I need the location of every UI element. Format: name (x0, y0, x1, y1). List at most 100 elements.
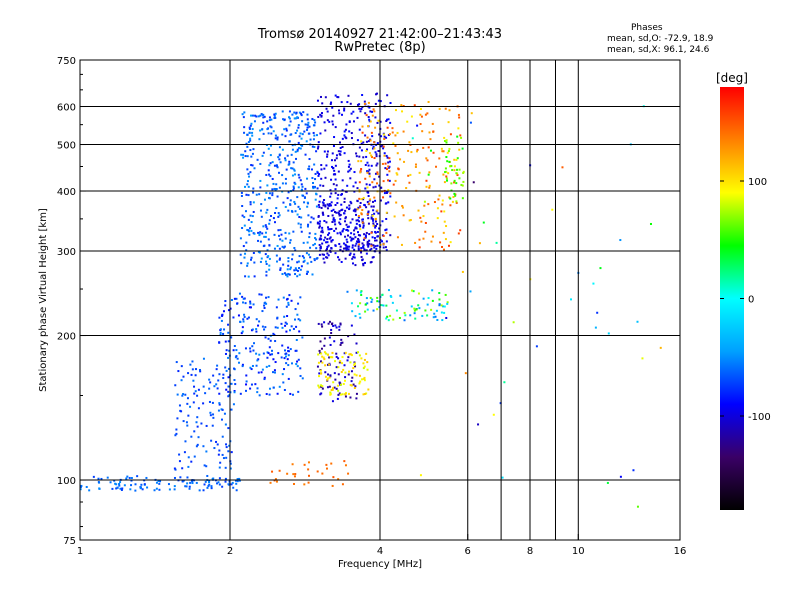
data-point (362, 141, 365, 144)
data-point (244, 302, 247, 305)
data-point (294, 267, 297, 270)
data-point (246, 180, 249, 183)
data-point (340, 370, 343, 373)
data-point (116, 486, 119, 489)
data-point (340, 101, 343, 104)
data-point (383, 137, 386, 140)
data-point (326, 110, 329, 113)
data-point (364, 235, 367, 238)
data-point (286, 197, 289, 200)
data-point (289, 392, 292, 395)
data-point (158, 488, 161, 491)
data-point (298, 255, 301, 258)
data-point (297, 205, 300, 208)
data-point (294, 210, 297, 213)
data-point (211, 424, 214, 427)
data-point (354, 315, 357, 318)
data-point (241, 214, 244, 217)
data-point (374, 218, 377, 221)
data-point (322, 356, 325, 359)
data-point (383, 135, 386, 138)
data-point (276, 244, 279, 247)
data-point (339, 343, 342, 346)
data-point (185, 421, 188, 424)
data-point (242, 301, 245, 304)
data-point (206, 474, 209, 477)
data-point (419, 113, 422, 116)
data-point (309, 221, 312, 224)
data-point (314, 237, 317, 240)
data-point (304, 187, 307, 190)
data-point (334, 188, 337, 191)
data-point (342, 368, 345, 371)
data-point (295, 363, 298, 366)
data-point (353, 253, 356, 256)
data-point (400, 104, 403, 107)
data-point (359, 201, 362, 204)
data-point (235, 482, 238, 485)
data-point (268, 393, 271, 396)
data-point (339, 393, 342, 396)
data-point (272, 130, 275, 133)
data-point (271, 349, 274, 352)
data-point (594, 326, 597, 329)
data-point (344, 136, 347, 139)
data-point (606, 481, 609, 484)
data-point (266, 184, 269, 187)
data-point (320, 392, 323, 395)
data-point (344, 371, 347, 374)
data-point (220, 319, 223, 322)
data-point (357, 239, 360, 242)
data-point (426, 112, 429, 115)
data-point (325, 467, 328, 470)
data-point (266, 120, 269, 123)
data-point (349, 361, 352, 364)
data-point (262, 121, 265, 124)
data-point (320, 230, 323, 233)
data-point (378, 175, 381, 178)
data-point (501, 476, 504, 479)
data-point (340, 203, 343, 206)
data-point (358, 240, 361, 243)
data-point (284, 352, 287, 355)
data-point (224, 480, 227, 483)
data-point (193, 430, 196, 433)
data-point (275, 188, 278, 191)
data-point (240, 191, 243, 194)
data-point (350, 370, 353, 373)
data-point (221, 485, 224, 488)
data-point (441, 245, 444, 248)
data-point (338, 258, 341, 261)
data-point (190, 435, 193, 438)
data-point (236, 302, 239, 305)
data-point (429, 149, 432, 152)
data-point (427, 146, 430, 149)
data-point (385, 231, 388, 234)
data-point (360, 255, 363, 258)
data-point (362, 224, 365, 227)
data-point (366, 186, 369, 189)
data-point (247, 275, 250, 278)
data-point (180, 410, 183, 413)
data-point (376, 296, 379, 299)
data-point (241, 365, 244, 368)
data-point (339, 146, 342, 149)
data-point (425, 179, 428, 182)
data-point (376, 121, 379, 124)
data-point (297, 126, 300, 129)
data-point (388, 133, 391, 136)
data-point (217, 481, 220, 484)
data-point (274, 361, 277, 364)
data-point (312, 185, 315, 188)
data-point (347, 165, 350, 168)
data-point (249, 139, 252, 142)
data-point (408, 181, 411, 184)
data-point (414, 163, 417, 166)
data-point (344, 220, 347, 223)
data-point (334, 192, 337, 195)
data-point (308, 165, 311, 168)
data-point (276, 316, 279, 319)
data-point (447, 150, 450, 153)
data-point (357, 305, 360, 308)
data-point (427, 100, 430, 103)
